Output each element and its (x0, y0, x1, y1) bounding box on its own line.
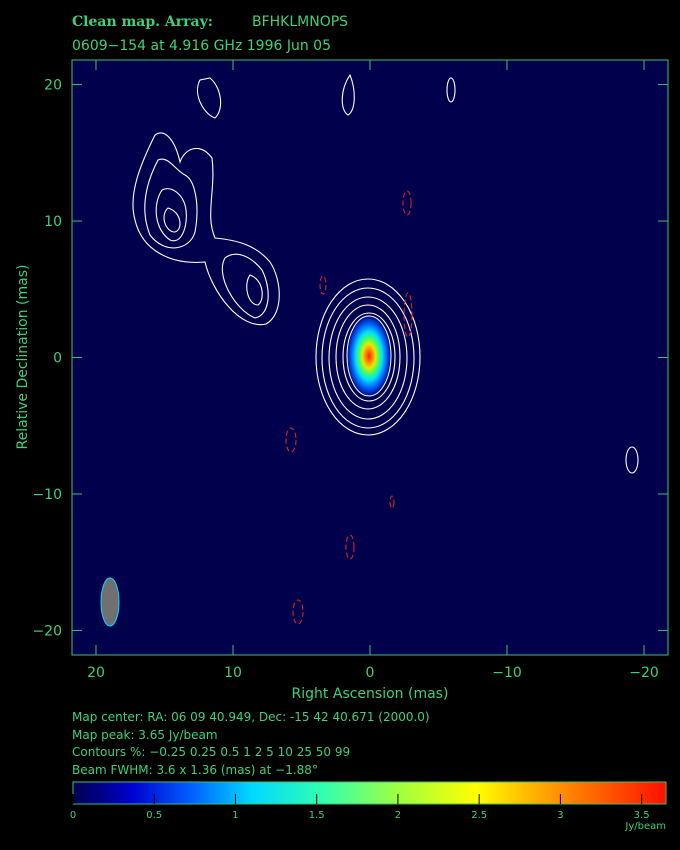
x-tick-label: −20 (629, 665, 659, 681)
x-tick-label: −10 (492, 665, 522, 681)
colorbar-tick-label: 2.5 (471, 810, 487, 821)
x-axis-label: Right Ascension (mas) (292, 686, 449, 702)
beam (100, 577, 120, 627)
colorbar-label: Jy/beam (624, 821, 666, 832)
note: Map peak: 3.65 Jy/beam (72, 728, 218, 742)
colorbar-tick-label: 0.5 (146, 810, 162, 821)
core (315, 278, 421, 436)
y-tick-label: 10 (44, 214, 62, 230)
y-tick-label: −10 (32, 487, 62, 503)
colorbar-tick-label: 1.5 (309, 810, 325, 821)
y-tick-label: 20 (44, 78, 62, 94)
x-tick-label: 0 (366, 665, 375, 681)
colorbar-tick-label: 3 (557, 810, 563, 821)
colorbar-tick-label: 0 (70, 810, 76, 821)
note: Beam FWHM: 3.6 x 1.36 (mas) at −1.88° (72, 763, 318, 777)
title: Clean map. Array: (72, 14, 213, 30)
y-tick-label: 0 (53, 351, 62, 367)
colorbar-tick-label: 2 (395, 810, 401, 821)
x-tick-label: 10 (224, 665, 242, 681)
note: Contours %: −0.25 0.25 0.5 1 2 5 10 25 5… (72, 745, 350, 759)
jet-contours (132, 73, 639, 474)
y-tick-label: −20 (32, 623, 62, 639)
subtitle: 0609−154 at 4.916 GHz 1996 Jun 05 (72, 38, 331, 54)
colorbar-tick-label: 1 (232, 810, 238, 821)
negative-contours (285, 190, 413, 625)
colorbar-tick-label: 3.5 (634, 810, 650, 821)
array: BFHKLMNOPS (252, 14, 348, 30)
colorbar (72, 781, 667, 805)
y-axis-label: Relative Declination (mas) (15, 265, 31, 450)
note: Map center: RA: 06 09 40.949, Dec: -15 4… (72, 710, 430, 724)
x-tick-label: 20 (87, 665, 105, 681)
